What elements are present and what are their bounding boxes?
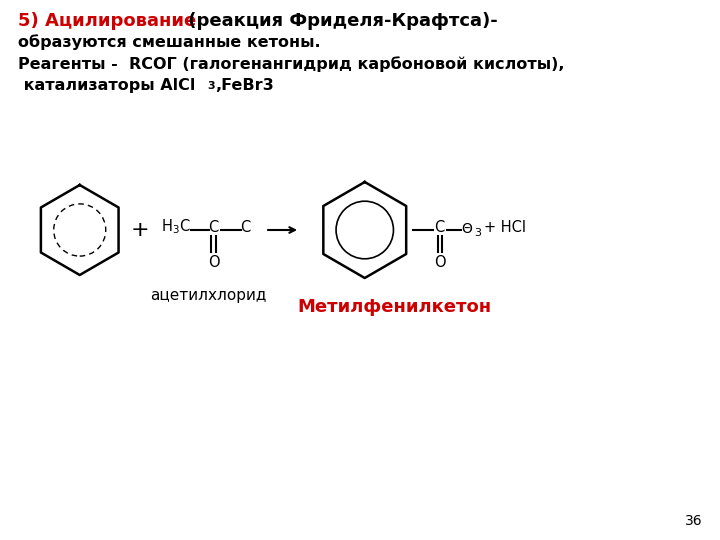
Text: +: + [130, 220, 149, 240]
Text: 36: 36 [685, 514, 703, 528]
Text: H$_3$C: H$_3$C [161, 218, 191, 237]
Text: C: C [240, 219, 251, 234]
Text: ацетилхлорид: ацетилхлорид [150, 288, 266, 303]
Text: + HCl: + HCl [485, 219, 526, 234]
Text: 3: 3 [474, 228, 482, 238]
Text: C: C [434, 219, 445, 234]
Text: 3: 3 [207, 81, 215, 91]
Text: ,FeBr3: ,FeBr3 [215, 78, 274, 93]
Text: O: O [208, 255, 220, 270]
Text: C: C [208, 219, 218, 234]
Text: Реагенты -  RCOГ (галогенангидрид карбоновой кислоты),: Реагенты - RCOГ (галогенангидрид карбоно… [18, 56, 564, 72]
Text: O: O [434, 255, 446, 270]
Text: Метилфенилкетон: Метилфенилкетон [297, 298, 492, 316]
Text: 5) Ацилирование: 5) Ацилирование [18, 12, 196, 30]
Text: катализаторы AlCl: катализаторы AlCl [18, 78, 195, 93]
Text: (реакция Фриделя-Крафтса)-: (реакция Фриделя-Крафтса)- [182, 12, 498, 30]
Text: Θ: Θ [461, 222, 472, 236]
Text: образуются смешанные кетоны.: образуются смешанные кетоны. [18, 34, 320, 50]
